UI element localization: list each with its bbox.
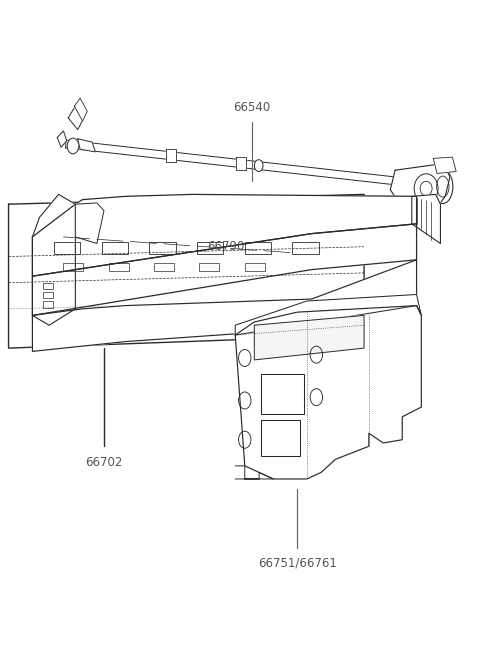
Text: 66751/66761: 66751/66761 — [258, 556, 336, 569]
Ellipse shape — [433, 170, 453, 204]
Polygon shape — [33, 194, 75, 325]
Polygon shape — [33, 260, 417, 351]
Polygon shape — [235, 294, 421, 335]
Polygon shape — [390, 164, 450, 211]
Polygon shape — [78, 139, 96, 152]
Polygon shape — [412, 194, 441, 244]
Polygon shape — [75, 203, 104, 244]
Polygon shape — [68, 106, 84, 129]
Polygon shape — [57, 131, 67, 147]
Polygon shape — [33, 194, 417, 276]
Text: 66540: 66540 — [233, 101, 271, 114]
Polygon shape — [33, 224, 417, 315]
Text: 66790: 66790 — [207, 240, 244, 253]
Polygon shape — [235, 306, 421, 479]
Polygon shape — [166, 149, 176, 162]
Polygon shape — [254, 315, 364, 360]
Polygon shape — [74, 98, 87, 121]
Polygon shape — [433, 157, 456, 173]
Polygon shape — [237, 157, 246, 170]
Polygon shape — [9, 194, 364, 348]
Polygon shape — [66, 140, 417, 187]
Text: 66702: 66702 — [85, 456, 123, 469]
Circle shape — [254, 160, 263, 171]
Circle shape — [67, 138, 79, 154]
